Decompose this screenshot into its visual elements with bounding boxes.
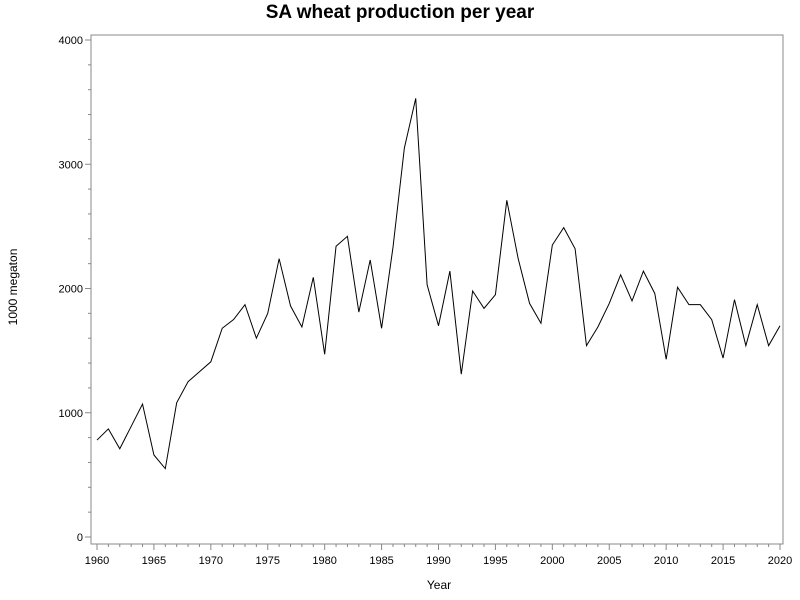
x-tick-label: 2000 — [540, 555, 564, 567]
y-tick-label: 0 — [77, 532, 83, 544]
x-tick-label: 1980 — [312, 555, 336, 567]
x-tick-label: 2020 — [768, 555, 792, 567]
y-axis-label: 1000 megaton — [6, 249, 20, 326]
y-tick-label: 2000 — [59, 284, 83, 296]
x-tick-label: 1965 — [142, 555, 166, 567]
y-tick-label: 1000 — [59, 408, 83, 420]
chart-title: SA wheat production per year — [266, 2, 535, 23]
x-tick-label: 1960 — [85, 555, 109, 567]
y-tick-label: 3000 — [59, 159, 83, 171]
x-axis: 1960 1965 1970 1975 1980 1985 1990 1995 2000 2005… — [85, 544, 792, 567]
x-tick-label: 2010 — [654, 555, 678, 567]
x-tick-label: 1990 — [426, 555, 450, 567]
y-axis: 0 1000 2000 3000 4000 — [59, 35, 91, 544]
y-tick-label: 4000 — [59, 35, 83, 47]
x-tick-label: 2005 — [597, 555, 621, 567]
x-tick-label: 1975 — [256, 555, 280, 567]
x-tick-label: 1970 — [199, 555, 223, 567]
x-tick-label: 1985 — [369, 555, 393, 567]
x-tick-label: 2015 — [711, 555, 735, 567]
x-tick-label: 1995 — [483, 555, 507, 567]
x-axis-label: Year — [427, 578, 451, 592]
plot-frame — [90, 34, 784, 545]
production-series-line — [96, 98, 781, 470]
